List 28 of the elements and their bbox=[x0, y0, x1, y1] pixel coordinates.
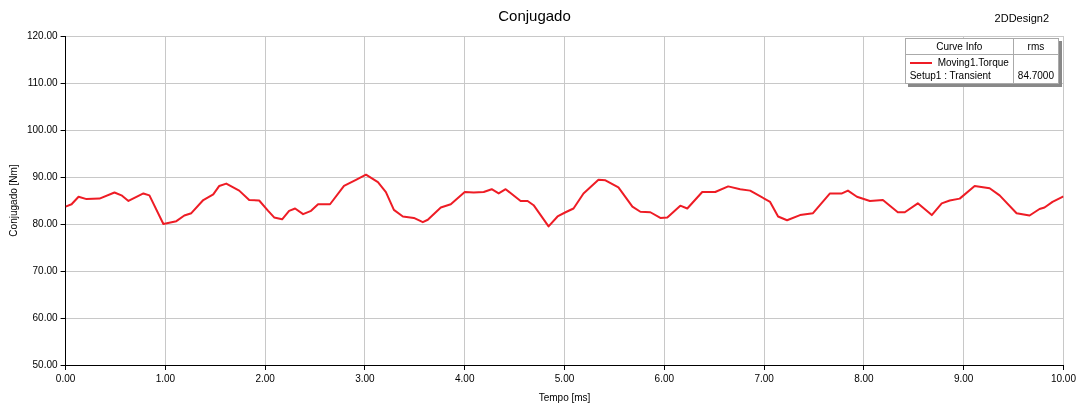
y-tick-label: 70.00 bbox=[32, 264, 59, 276]
y-tick-label: 90.00 bbox=[32, 170, 59, 182]
y-tick-label: 60.00 bbox=[32, 311, 59, 323]
x-tick-label: 2.00 bbox=[255, 372, 276, 384]
y-tick-label: 80.00 bbox=[32, 217, 59, 229]
chart-title: Conjugado bbox=[498, 7, 571, 25]
x-axis-title: Tempo [ms] bbox=[538, 391, 591, 403]
y-tick-label: 120.00 bbox=[26, 29, 59, 41]
annotation: 84.7000 bbox=[1013, 54, 1059, 84]
x-tick-label: 7.00 bbox=[754, 372, 775, 384]
x-tick-label: 6.00 bbox=[654, 372, 675, 384]
text: 2DDesign2 bbox=[994, 12, 1049, 24]
x-tick-label: 9.00 bbox=[953, 372, 974, 384]
x-tick-label: 4.00 bbox=[455, 372, 475, 384]
legend-label: Moving1.Torque bbox=[936, 57, 1009, 68]
x-tick-label: 3.00 bbox=[355, 372, 376, 384]
annotation: rms bbox=[1013, 38, 1059, 55]
y-axis-title: Conjugado [Nm] bbox=[7, 164, 19, 237]
x-tick-label: 8.00 bbox=[854, 372, 875, 384]
y-tick-label: 110.00 bbox=[27, 76, 59, 88]
y-tick-label: 100.00 bbox=[26, 123, 59, 135]
annotation: Setup1 : Transient bbox=[909, 70, 992, 81]
legend-title: Curve Info bbox=[905, 38, 1014, 55]
x-tick-label: 1.00 bbox=[155, 372, 176, 384]
x-tick-label: 10.00 bbox=[1050, 372, 1077, 384]
x-tick-label: 5.00 bbox=[554, 372, 575, 384]
y-tick-label: 50.00 bbox=[32, 358, 59, 370]
x-tick-label: 0.00 bbox=[55, 372, 76, 384]
